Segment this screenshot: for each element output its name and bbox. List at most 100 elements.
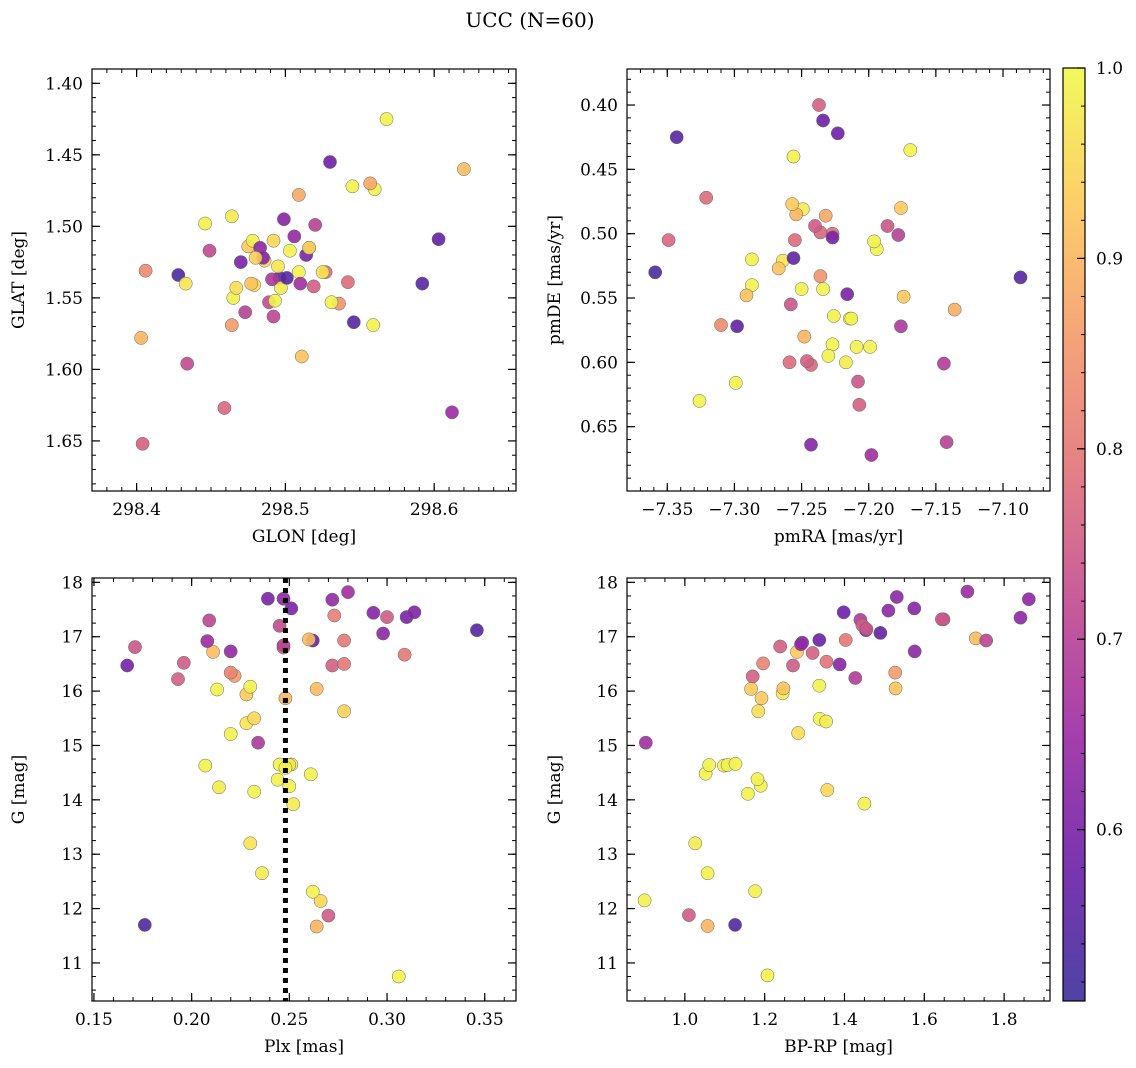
data-point	[794, 637, 808, 652]
data-point	[341, 585, 355, 599]
data-point	[808, 219, 822, 233]
data-point	[830, 126, 845, 141]
data-point	[688, 836, 703, 851]
x-axis-label: GLON [deg]	[252, 527, 356, 547]
y-tick-label: 17	[596, 628, 618, 648]
data-point	[324, 295, 339, 310]
data-points	[637, 584, 1036, 983]
data-point	[198, 758, 213, 773]
data-point	[294, 349, 309, 364]
colorbar-gradient	[1062, 67, 1086, 1002]
data-point	[826, 309, 841, 323]
data-point	[804, 437, 818, 452]
data-point	[171, 672, 185, 686]
data-point	[397, 647, 412, 662]
data-point	[1013, 270, 1028, 285]
data-point	[233, 255, 248, 269]
y-tick-label: 1.60	[45, 360, 83, 380]
data-point	[470, 623, 484, 638]
data-point	[270, 772, 285, 787]
x-tick-label: 298.4	[112, 500, 161, 520]
data-point	[894, 319, 908, 334]
data-point	[812, 98, 826, 112]
data-point	[261, 591, 275, 606]
data-point	[760, 968, 775, 983]
y-tick-label: 18	[596, 573, 618, 593]
x-tick-label: 0.15	[75, 1010, 113, 1030]
data-point	[224, 209, 239, 224]
data-point	[137, 918, 152, 932]
y-tick-label: 1.65	[45, 432, 83, 452]
data-point	[889, 590, 904, 604]
data-point	[816, 113, 830, 128]
x-tick-label: −7.35	[641, 500, 693, 520]
data-point	[313, 894, 328, 908]
x-tick-label: 0.35	[466, 1010, 504, 1030]
data-point	[832, 657, 847, 672]
data-point	[880, 219, 895, 233]
data-point	[306, 279, 321, 294]
data-point	[816, 282, 830, 296]
y-tick-label: 0.50	[580, 225, 618, 245]
data-point	[786, 149, 801, 164]
y-tick-label: 14	[596, 791, 618, 811]
y-tick-label: 16	[596, 682, 618, 702]
data-point	[309, 919, 324, 934]
data-point	[825, 337, 840, 352]
data-point	[176, 655, 191, 670]
x-tick-label: −7.10	[977, 500, 1029, 520]
data-point	[302, 240, 317, 255]
y-axis-label: G [mag]	[9, 755, 29, 824]
data-point	[274, 281, 288, 295]
data-point	[821, 349, 836, 363]
data-point	[178, 276, 193, 291]
data-point	[881, 603, 896, 618]
x-tick-label: 0.25	[270, 1010, 308, 1030]
y-tick-label: 16	[61, 682, 83, 702]
data-point	[739, 288, 754, 303]
data-point	[714, 318, 728, 332]
y-tick-label: 15	[61, 736, 83, 756]
data-point	[863, 340, 877, 354]
y-tick-label: 11	[596, 954, 618, 974]
data-point	[728, 918, 742, 932]
data-point	[302, 632, 316, 647]
data-point	[730, 319, 744, 334]
data-point	[431, 232, 446, 247]
data-point	[754, 691, 769, 706]
data-point	[268, 293, 282, 308]
data-point	[325, 658, 340, 673]
data-point	[797, 329, 812, 344]
data-point	[308, 218, 323, 232]
axes-frame	[91, 68, 517, 492]
data-point	[782, 355, 797, 370]
data-point	[1013, 610, 1028, 625]
data-point	[786, 658, 800, 673]
y-tick-label: 1.40	[45, 74, 83, 94]
data-point	[728, 757, 743, 771]
data-point	[212, 780, 226, 795]
x-tick-label: −7.30	[708, 500, 760, 520]
y-axis-label: GLAT [deg]	[9, 231, 29, 329]
data-point	[200, 634, 215, 648]
y-tick-label: 0.40	[580, 96, 618, 116]
data-point	[937, 356, 951, 371]
data-point	[692, 394, 707, 408]
data-point	[864, 448, 879, 462]
x-axis-label: Plx [mas]	[264, 1037, 344, 1057]
data-point	[805, 646, 820, 660]
data-point	[851, 374, 865, 389]
y-tick-label: 0.55	[580, 289, 618, 309]
data-point	[202, 613, 217, 628]
data-point	[812, 678, 827, 693]
axes-frame	[626, 68, 1051, 492]
x-tick-label: 1.6	[911, 1010, 938, 1030]
panel-glon-glat: 298.4 298.5 298.6 1.40 1.45 1.50 1.55 1.60 1.65 G…	[9, 68, 517, 547]
x-tick-label: 1.0	[671, 1010, 698, 1030]
data-point	[819, 714, 833, 729]
data-point	[771, 261, 786, 276]
data-point	[120, 658, 135, 673]
data-point	[873, 626, 888, 640]
data-point	[960, 584, 975, 599]
data-point	[745, 252, 759, 267]
